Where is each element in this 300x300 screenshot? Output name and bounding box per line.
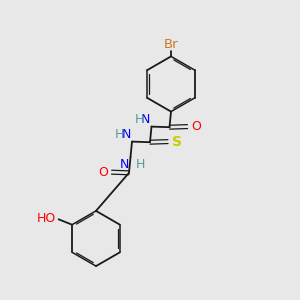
Text: N: N <box>141 113 150 126</box>
Text: H: H <box>134 113 144 126</box>
Text: N: N <box>122 128 131 141</box>
Text: HO: HO <box>36 212 56 225</box>
Text: O: O <box>191 120 201 133</box>
Text: H: H <box>136 158 145 171</box>
Text: N: N <box>120 158 129 171</box>
Text: S: S <box>172 135 182 148</box>
Text: O: O <box>98 166 108 179</box>
Text: H: H <box>115 128 124 141</box>
Text: Br: Br <box>164 38 178 51</box>
